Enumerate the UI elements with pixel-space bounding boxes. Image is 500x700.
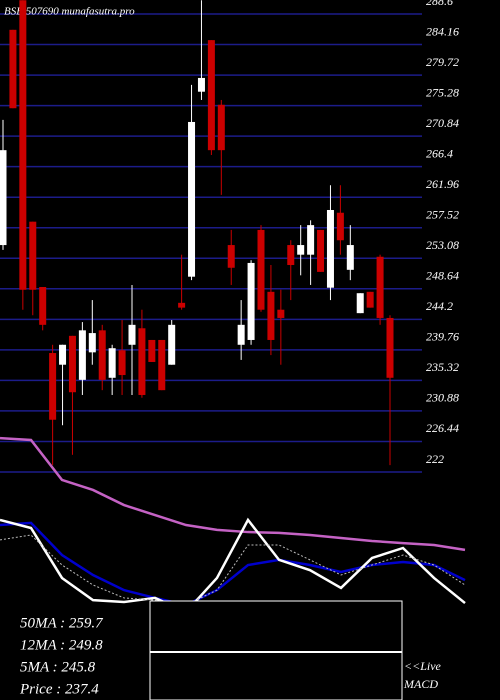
candle-body <box>366 291 374 308</box>
candle-body <box>29 221 37 290</box>
candle-body <box>108 348 116 378</box>
y-tick-label: 275.28 <box>426 85 459 99</box>
y-tick-label: 235.32 <box>426 360 459 374</box>
candle-body <box>188 121 196 277</box>
live-label: <<Live <box>404 659 442 673</box>
indicator-line <box>0 534 466 606</box>
candle-body <box>148 339 156 362</box>
indicator-line <box>0 517 466 614</box>
candles <box>0 0 394 466</box>
candle-body <box>257 229 265 310</box>
candle-body <box>277 309 285 318</box>
y-tick-label: 284.16 <box>426 24 459 38</box>
y-tick-label: 226.44 <box>426 421 459 435</box>
candle-body <box>237 324 245 345</box>
ma-label: 50MA : 259.7 <box>20 615 104 631</box>
candle-body <box>78 330 86 380</box>
y-tick-label: 222 <box>426 452 444 466</box>
candle-body <box>247 262 255 340</box>
candle-body <box>168 324 176 365</box>
candle-body <box>287 245 295 266</box>
y-tick-label: 266.4 <box>426 146 453 160</box>
y-tick-label: 288.6 <box>426 0 453 8</box>
candle-body <box>326 209 334 288</box>
candle-body <box>386 317 394 378</box>
candle-body <box>346 245 354 270</box>
candle-body <box>9 29 17 109</box>
candle-body <box>128 324 136 345</box>
y-tick-label: 230.88 <box>426 391 459 405</box>
y-tick-label: 253.08 <box>426 238 459 252</box>
y-tick-label: 270.84 <box>426 116 459 130</box>
ma-label: 12MA : 249.8 <box>20 637 103 653</box>
candle-body <box>317 229 325 272</box>
y-tick-label: 257.52 <box>426 207 459 221</box>
candle-body <box>98 330 106 380</box>
candle-body <box>217 104 225 151</box>
y-tick-label: 244.2 <box>426 299 453 313</box>
candle-body <box>138 328 146 395</box>
y-tick-label: 279.72 <box>426 55 459 69</box>
candle-body <box>267 291 275 340</box>
candle-body <box>0 150 7 246</box>
indicator-panel <box>0 436 466 614</box>
chart-title: BSE 507690 munafasutra.pro <box>4 6 135 18</box>
indicator-line <box>0 436 466 552</box>
candle-body <box>158 339 166 391</box>
candle-body <box>197 77 205 92</box>
y-tick-label: 248.64 <box>426 269 459 283</box>
candle-body <box>39 287 47 325</box>
candle-body <box>49 353 57 420</box>
candle-body <box>297 245 305 255</box>
candle-body <box>207 40 215 151</box>
y-tick-label: 261.96 <box>426 177 459 191</box>
candle-body <box>19 0 27 290</box>
price-label: Price : 237.4 <box>19 681 99 697</box>
candle-body <box>307 225 315 255</box>
macd-box <box>149 600 403 700</box>
candle-body <box>336 212 344 241</box>
candle-body <box>356 293 364 314</box>
macd-label: MACD <box>403 677 438 691</box>
candle-body <box>178 302 186 308</box>
candle-body <box>88 333 96 353</box>
indicator-line <box>0 521 466 607</box>
candle-body <box>59 344 67 365</box>
candle-body <box>68 335 76 393</box>
ma-label: 5MA : 245.8 <box>20 659 96 675</box>
candle-body <box>376 256 384 318</box>
y-tick-label: 239.76 <box>426 330 459 344</box>
candle-body <box>118 350 126 376</box>
grid: 288.6 284.16 279.72 275.28 270.84 266.4 261.96… <box>0 0 459 473</box>
candle-body <box>227 245 235 268</box>
